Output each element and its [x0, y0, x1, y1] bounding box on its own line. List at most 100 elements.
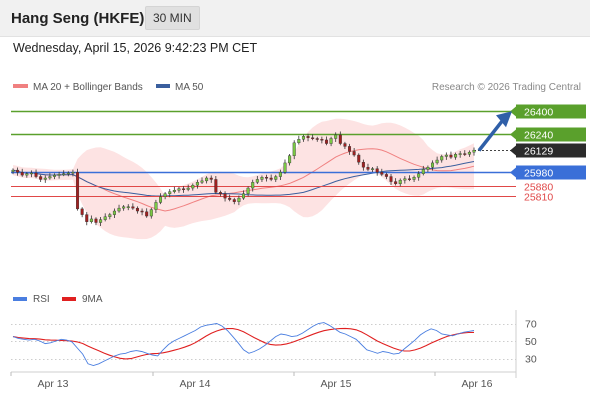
candle-body [205, 177, 209, 182]
candle-body [288, 155, 292, 164]
candle-body [108, 214, 112, 217]
candle-body [467, 151, 471, 155]
level-tag-26400 [516, 104, 586, 119]
candle-body [163, 193, 167, 197]
candle-body [186, 187, 190, 190]
candle-body [366, 167, 370, 170]
x-tick-label: Apr 16 [462, 378, 493, 390]
timeframe-badge[interactable]: 30 MIN [145, 6, 200, 30]
candle-body [20, 172, 24, 176]
level-label-25880: 25880 [524, 182, 553, 194]
candle-body [126, 206, 130, 208]
candle-body [324, 139, 328, 144]
candle-body [34, 172, 38, 177]
x-tick-label: Apr 13 [38, 378, 69, 390]
ma20-legend-swatch [13, 84, 28, 88]
candle-body [94, 218, 98, 223]
candle-body [357, 154, 361, 163]
candle-body [251, 182, 255, 189]
candle-body [71, 172, 75, 174]
x-tick-label: Apr 14 [180, 378, 211, 390]
level-tag-pointer-25980 [510, 167, 516, 178]
candle-body [43, 177, 47, 180]
candle-body [260, 177, 264, 180]
level-tag-26240 [516, 127, 586, 142]
candle-body [311, 137, 315, 139]
rsi-tick-50: 50 [525, 336, 537, 348]
rsi-panel: 30 50 70 [11, 319, 537, 366]
candle-body [435, 159, 439, 164]
last-price-pointer [510, 145, 516, 156]
candles-layer [11, 131, 476, 226]
candle-body [112, 210, 116, 215]
candle-body [384, 174, 388, 177]
rsi-ma-line [12, 327, 475, 360]
title-bar: Hang Seng (HKFE) 30 MIN [0, 0, 590, 37]
candle-body [371, 168, 375, 170]
candle-body [301, 136, 305, 140]
candle-body [39, 176, 43, 180]
candle-body [85, 214, 89, 222]
level-label-25810: 25810 [524, 192, 553, 204]
candle-body [426, 167, 430, 170]
report-datetime: Wednesday, April 15, 2026 9:42:23 PM CET [13, 41, 258, 55]
candle-body [283, 162, 287, 173]
candle-body [209, 177, 213, 180]
candle-body [338, 134, 342, 144]
candle-body [463, 153, 467, 155]
rsi-legend-label: RSI [33, 294, 50, 305]
candle-body [89, 218, 93, 222]
candle-body [191, 184, 195, 189]
level-label-26240: 26240 [524, 130, 553, 142]
candle-body [380, 172, 384, 175]
candle-body [223, 193, 227, 199]
rsi-ma-legend-label: 9MA [82, 294, 103, 305]
candle-body [389, 176, 393, 182]
candle-body [200, 180, 204, 183]
candle-body [352, 151, 356, 156]
ma50-legend-label: MA 50 [175, 82, 204, 93]
candle-body [361, 162, 365, 168]
candle-body [297, 139, 301, 144]
candle-body [177, 188, 181, 191]
instrument-title: Hang Seng (HKFE) [11, 10, 145, 27]
last-price-tag [516, 143, 586, 158]
candle-body [375, 168, 379, 173]
candle-body [182, 188, 186, 190]
rsi-ma-legend-swatch [62, 297, 76, 301]
candle-body [398, 179, 402, 184]
candle-body [195, 182, 199, 186]
candle-body [25, 173, 29, 176]
candle-body [265, 177, 269, 179]
x-axis: Apr 13 Apr 14 Apr 15 Apr 16 [10, 372, 493, 390]
rsi-tick-70: 70 [525, 319, 537, 331]
candle-body [315, 138, 319, 140]
candle-body [343, 143, 347, 147]
candle-body [444, 154, 448, 157]
candle-body [306, 136, 310, 138]
candle-body [278, 172, 282, 177]
level-label-25980: 25980 [524, 168, 553, 180]
candle-body [292, 142, 296, 156]
candle-body [145, 211, 149, 217]
level-tag-pointer-26400 [510, 106, 516, 117]
forecast-layer [477, 111, 512, 152]
candle-body [214, 179, 218, 193]
credit-label: Research © 2026 Trading Central [432, 82, 581, 93]
rsi-line [12, 322, 475, 366]
candle-body [154, 202, 158, 210]
forecast-arrow-head [496, 111, 512, 128]
level-tag-pointer-26240 [510, 129, 516, 140]
candle-body [394, 181, 398, 184]
candle-body [407, 178, 411, 180]
ma20-legend-label: MA 20 + Bollinger Bands [33, 82, 143, 93]
candle-body [329, 138, 333, 144]
candle-body [80, 208, 84, 215]
candle-body [16, 169, 20, 173]
candle-body [449, 154, 453, 158]
candle-body [440, 156, 444, 161]
candle-body [421, 169, 425, 174]
rsi-legend-swatch [13, 297, 27, 301]
